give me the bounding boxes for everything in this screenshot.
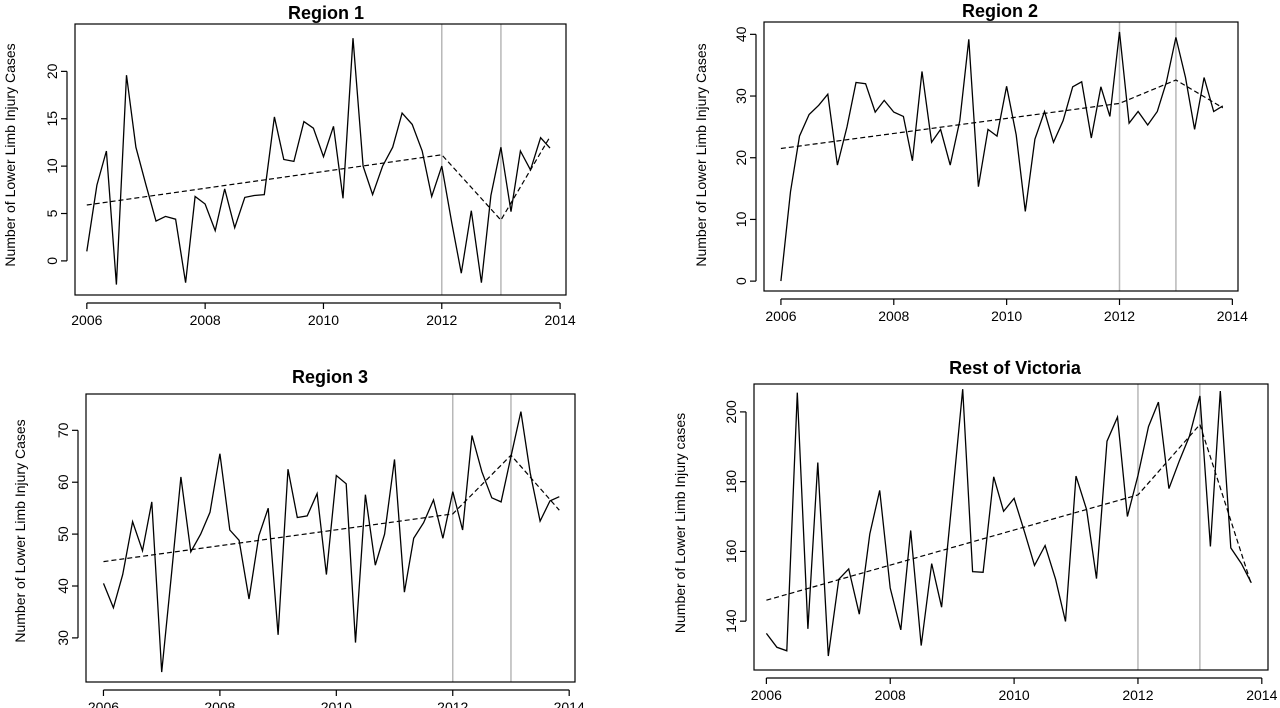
x-tick-label: 2014 <box>554 699 585 708</box>
panel-rest-of-victoria: Rest of Victoria Number of Lower Limb In… <box>672 358 1278 703</box>
x-tick-label: 2012 <box>437 699 468 708</box>
x-tick-label: 2010 <box>321 699 352 708</box>
y-tick-label: 50 <box>55 526 71 542</box>
panel-region-3: Region 3 Number of Lower Limb Injury Cas… <box>12 367 585 708</box>
y-tick-label: 160 <box>723 540 739 564</box>
x-tick-label: 2006 <box>88 699 119 708</box>
x-tick-label: 2014 <box>1217 308 1248 324</box>
x-tick-label: 2010 <box>308 312 339 328</box>
y-tick-label: 20 <box>44 63 60 79</box>
observed-series-line <box>102 411 560 673</box>
panel-region-2: Region 2 Number of Lower Limb Injury Cas… <box>693 1 1248 324</box>
y-tick-label: 5 <box>44 209 60 217</box>
y-tick-label: 30 <box>733 88 749 104</box>
y-axis-label: Number of Lower Limb Injury cases <box>672 413 688 633</box>
y-tick-label: 0 <box>44 257 60 265</box>
x-tick-label: 2008 <box>190 312 221 328</box>
panel-title: Region 3 <box>292 367 368 387</box>
trend-line <box>780 79 1224 150</box>
y-tick-label: 20 <box>733 150 749 166</box>
x-tick-label: 2012 <box>1104 308 1135 324</box>
plot-frame <box>74 23 567 296</box>
y-axis-label: Number of Lower Limb Injury Cases <box>693 43 709 266</box>
x-tick-label: 2014 <box>1246 687 1277 703</box>
plot-frame <box>753 383 1269 671</box>
y-tick-label: 60 <box>55 474 71 490</box>
plot-frame <box>85 393 576 683</box>
observed-series-line <box>780 31 1224 282</box>
panel-title: Region 1 <box>288 3 364 23</box>
observed-series-line <box>86 38 551 285</box>
panel-title: Rest of Victoria <box>949 358 1082 378</box>
y-tick-label: 70 <box>55 422 71 438</box>
y-tick-label: 40 <box>733 26 749 42</box>
x-tick-label: 2006 <box>765 308 796 324</box>
x-tick-label: 2012 <box>426 312 457 328</box>
x-tick-label: 2006 <box>751 687 782 703</box>
y-tick-label: 30 <box>55 630 71 646</box>
trend-line <box>766 423 1252 601</box>
y-tick-label: 40 <box>55 578 71 594</box>
trend-line <box>86 136 551 222</box>
y-tick-label: 10 <box>733 211 749 227</box>
y-tick-label: 180 <box>723 470 739 494</box>
x-tick-label: 2008 <box>875 687 906 703</box>
x-tick-label: 2010 <box>999 687 1030 703</box>
y-tick-label: 200 <box>723 400 739 424</box>
y-tick-label: 15 <box>44 111 60 127</box>
y-axis-label: Number of Lower Limb Injury Cases <box>12 419 28 642</box>
observed-series-line <box>765 389 1252 657</box>
x-tick-label: 2008 <box>878 308 909 324</box>
x-tick-label: 2012 <box>1122 687 1153 703</box>
plot-frame <box>763 21 1239 292</box>
x-tick-label: 2006 <box>71 312 102 328</box>
y-tick-label: 140 <box>723 609 739 633</box>
panel-title: Region 2 <box>962 1 1038 21</box>
trend-line <box>103 454 560 563</box>
x-tick-label: 2010 <box>991 308 1022 324</box>
y-axis-label: Number of Lower Limb Injury Cases <box>2 43 18 266</box>
panel-region-1: Region 1 Number of Lower Limb Injury Cas… <box>2 3 576 328</box>
y-tick-label: 10 <box>44 158 60 174</box>
x-tick-label: 2008 <box>204 699 235 708</box>
x-tick-label: 2014 <box>545 312 576 328</box>
y-tick-label: 0 <box>733 277 749 285</box>
